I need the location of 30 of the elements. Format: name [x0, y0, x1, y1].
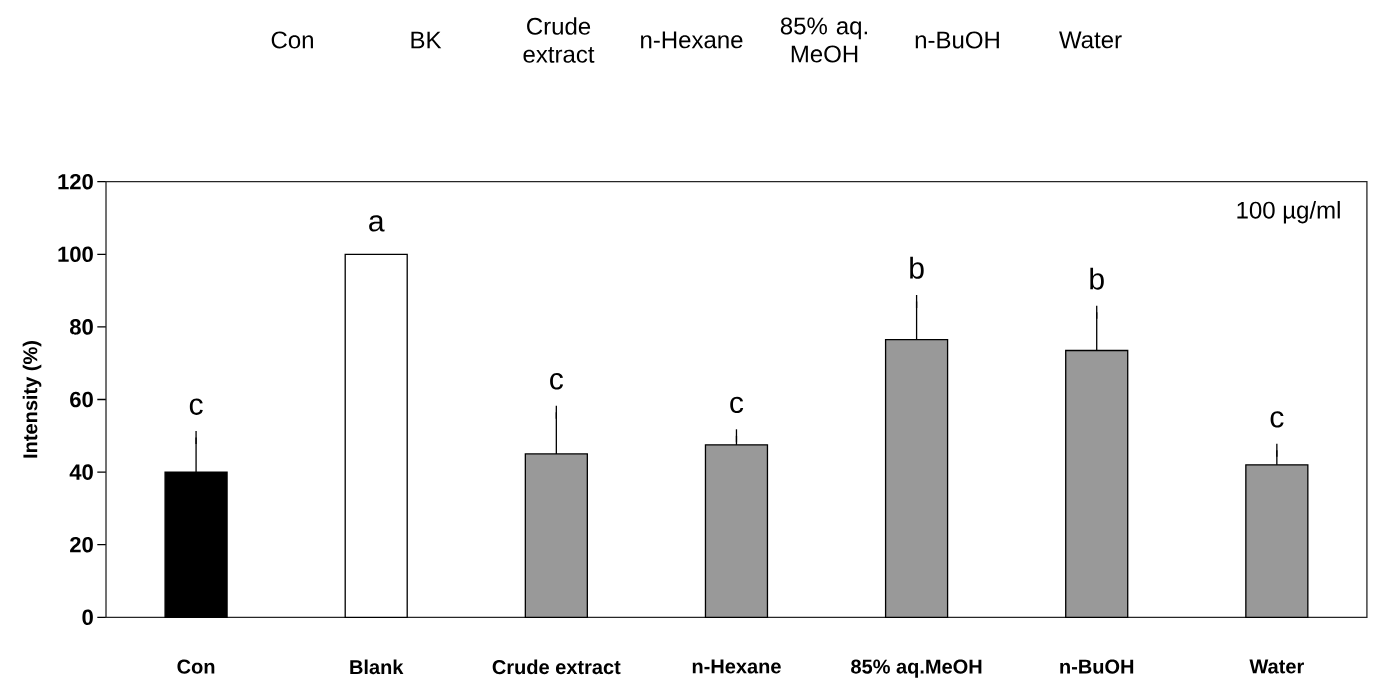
annotation: b — [910, 256, 924, 279]
x-tick-label: Water — [1249, 659, 1304, 674]
annotation: a — [369, 215, 385, 232]
x-tick-label: Blank — [350, 659, 404, 675]
annotation: c — [550, 373, 564, 390]
text: Con — [271, 31, 313, 49]
x-tick-label: n-BuOH — [1060, 659, 1134, 674]
x-tick-label: Con — [177, 659, 215, 674]
y-tick-label: 100 — [58, 246, 93, 263]
annotation: b — [1090, 267, 1104, 290]
text: Water — [1059, 31, 1122, 49]
x-tick-label: Crude extract — [492, 659, 621, 675]
y-tick-label: 20 — [70, 536, 93, 553]
text: n-Hexane — [641, 31, 743, 49]
y-tick-label: 80 — [70, 319, 93, 335]
y-tick-label: 40 — [69, 464, 93, 480]
y-axis-title: Intensity (%) — [22, 341, 42, 458]
text: BK — [411, 31, 442, 49]
text: n-BuOH — [915, 31, 999, 49]
y-tick-label: 60 — [70, 391, 93, 408]
x-tick-label: 85% aq.MeOH — [851, 659, 982, 678]
annotation: c — [1270, 411, 1284, 428]
y-tick-label: 0 — [82, 609, 93, 626]
y-tick-label: 120 — [58, 173, 93, 190]
annotation: c — [189, 398, 203, 415]
text: Crude extract — [523, 17, 595, 63]
x-tick-label: n-Hexane — [692, 659, 781, 674]
text: 85% aq. MeOH — [780, 17, 867, 63]
annotation: c — [730, 396, 744, 414]
annotation: 100 µg/ml — [1237, 201, 1340, 224]
